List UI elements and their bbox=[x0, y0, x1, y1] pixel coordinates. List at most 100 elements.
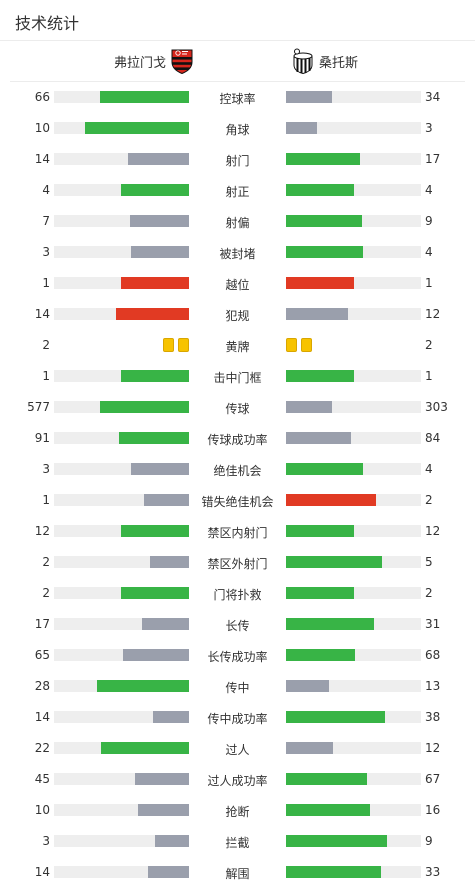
away-value: 67 bbox=[425, 772, 441, 786]
home-value: 66 bbox=[34, 90, 50, 104]
home-team-name: 弗拉门戈 bbox=[114, 55, 167, 71]
stat-row: 3 被封堵 4 bbox=[0, 237, 475, 268]
home-value: 14 bbox=[34, 307, 50, 321]
stat-label: 犯规 bbox=[225, 309, 250, 323]
away-bar-fill bbox=[286, 153, 360, 165]
away-value: 12 bbox=[425, 524, 441, 538]
home-value: 3 bbox=[42, 834, 50, 848]
stat-row: 14 解围 33 bbox=[0, 857, 475, 888]
away-bar-track bbox=[286, 184, 421, 196]
away-bar-fill bbox=[286, 556, 382, 568]
away-bar-fill bbox=[286, 649, 355, 661]
stat-row: 10 角球 3 bbox=[0, 113, 475, 144]
stat-row: 577 传球 303 bbox=[0, 392, 475, 423]
stat-row: 3 拦截 9 bbox=[0, 826, 475, 857]
stat-row: 1 击中门框 1 bbox=[0, 361, 475, 392]
away-value: 16 bbox=[425, 803, 441, 817]
away-bar-track bbox=[286, 866, 421, 878]
home-value: 2 bbox=[42, 338, 50, 352]
stat-label: 射偏 bbox=[225, 216, 250, 230]
home-value: 45 bbox=[34, 772, 50, 786]
yellow-card-icon bbox=[178, 338, 189, 352]
home-bar-fill bbox=[131, 246, 189, 258]
away-value: 4 bbox=[425, 183, 433, 197]
home-bar-fill bbox=[150, 556, 189, 568]
home-bar-fill bbox=[142, 618, 189, 630]
home-value: 91 bbox=[34, 431, 50, 445]
home-bar-fill bbox=[121, 525, 189, 537]
home-bar-track bbox=[54, 277, 189, 289]
home-bar-fill bbox=[121, 587, 189, 599]
away-bar-track bbox=[286, 463, 421, 475]
home-value: 65 bbox=[34, 648, 50, 662]
home-bar-fill bbox=[97, 680, 189, 692]
away-value: 17 bbox=[425, 152, 441, 166]
home-yellow-cards bbox=[163, 338, 189, 352]
away-bar-fill bbox=[286, 246, 363, 258]
home-team[interactable]: 弗拉门戈 bbox=[114, 48, 193, 74]
home-bar-fill bbox=[100, 91, 189, 103]
home-bar-fill bbox=[148, 866, 189, 878]
away-value: 13 bbox=[425, 679, 441, 693]
away-bar-track bbox=[286, 494, 421, 506]
stat-row: 2 禁区外射门 5 bbox=[0, 547, 475, 578]
home-bar-track bbox=[54, 618, 189, 630]
home-bar-track bbox=[54, 122, 189, 134]
away-bar-track bbox=[286, 649, 421, 661]
away-value: 1 bbox=[425, 369, 433, 383]
home-bar-fill bbox=[121, 277, 189, 289]
away-bar-fill bbox=[286, 432, 351, 444]
away-bar-track bbox=[286, 401, 421, 413]
home-value: 2 bbox=[42, 555, 50, 569]
home-value: 2 bbox=[42, 586, 50, 600]
away-value: 5 bbox=[425, 555, 433, 569]
home-bar-track bbox=[54, 494, 189, 506]
stat-row: 22 过人 12 bbox=[0, 733, 475, 764]
home-bar-track bbox=[54, 866, 189, 878]
away-team[interactable]: 桑托斯 bbox=[292, 48, 358, 74]
teams-header: 弗拉门戈 桑托斯 bbox=[10, 41, 465, 82]
stat-label: 射正 bbox=[225, 185, 250, 199]
home-bar-fill bbox=[144, 494, 189, 506]
home-value: 1 bbox=[42, 276, 50, 290]
away-bar-track bbox=[286, 215, 421, 227]
away-value: 84 bbox=[425, 431, 441, 445]
stat-label: 长传 bbox=[225, 619, 250, 633]
away-bar-fill bbox=[286, 773, 367, 785]
home-value: 1 bbox=[42, 493, 50, 507]
home-value: 14 bbox=[34, 152, 50, 166]
away-team-name: 桑托斯 bbox=[319, 55, 359, 71]
away-bar-track bbox=[286, 618, 421, 630]
stat-label: 角球 bbox=[225, 123, 250, 137]
away-bar-fill bbox=[286, 91, 332, 103]
away-bar-fill bbox=[286, 370, 354, 382]
home-value: 1 bbox=[42, 369, 50, 383]
stat-label: 拦截 bbox=[225, 836, 250, 850]
away-bar-fill bbox=[286, 835, 387, 847]
away-value: 9 bbox=[425, 214, 433, 228]
home-bar-track bbox=[54, 184, 189, 196]
away-bar-fill bbox=[286, 215, 362, 227]
page-title: 技术统计 bbox=[15, 14, 80, 33]
stat-label: 被封堵 bbox=[219, 247, 256, 261]
away-bar-track bbox=[286, 370, 421, 382]
stat-label: 门将扑救 bbox=[213, 588, 262, 602]
away-bar-track bbox=[286, 246, 421, 258]
away-bar-track bbox=[286, 742, 421, 754]
home-value: 4 bbox=[42, 183, 50, 197]
away-bar-fill bbox=[286, 277, 354, 289]
away-yellow-cards bbox=[286, 338, 312, 352]
away-bar-track bbox=[286, 432, 421, 444]
stat-label: 传中 bbox=[225, 681, 250, 695]
away-value: 4 bbox=[425, 245, 433, 259]
away-bar-track bbox=[286, 525, 421, 537]
stat-row: 7 射偏 9 bbox=[0, 206, 475, 237]
stat-label: 射门 bbox=[225, 154, 250, 168]
away-bar-fill bbox=[286, 401, 332, 413]
home-bar-fill bbox=[155, 835, 189, 847]
home-bar-fill bbox=[116, 308, 189, 320]
home-value: 3 bbox=[42, 462, 50, 476]
home-bar-track bbox=[54, 91, 189, 103]
home-bar-track bbox=[54, 711, 189, 723]
flamengo-crest-icon bbox=[171, 49, 193, 74]
